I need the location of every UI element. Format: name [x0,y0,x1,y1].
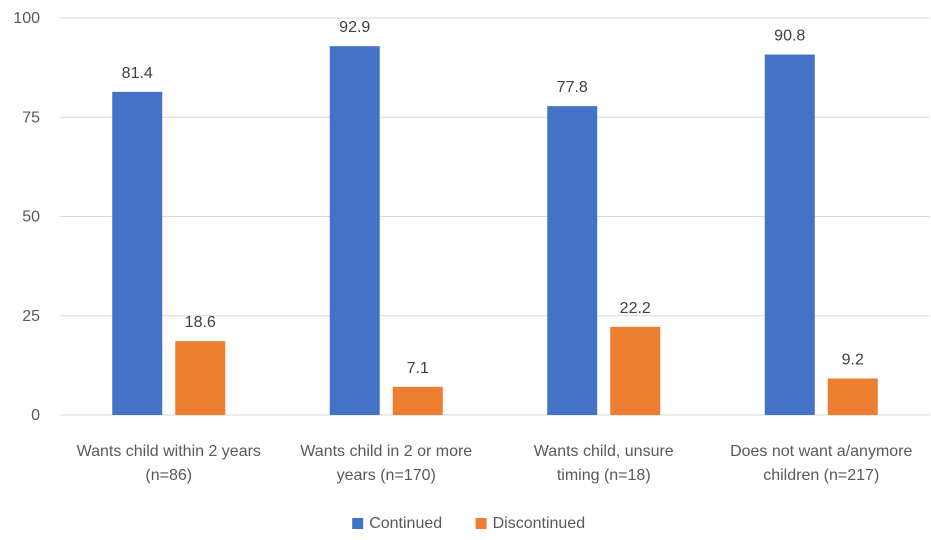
data-labels: 81.4 18.6 92.9 7.1 77.8 22.2 90.8 9.2 [122,19,864,377]
category-label-line: years (n=170) [337,467,436,484]
data-label-discontinued-2: 22.2 [620,300,651,317]
category-label-0: Wants child within 2 years (n=86) [77,443,261,484]
category-label-1: Wants child in 2 or more years (n=170) [300,443,472,484]
data-label-continued-0: 81.4 [122,65,153,82]
bar-discontinued-1 [392,386,443,415]
y-tick-label-50: 50 [22,209,40,226]
y-tick-label-100: 100 [13,10,40,27]
bar-discontinued-2 [610,326,661,415]
bars [112,46,878,416]
category-label-2: Wants child, unsure timing (n=18) [534,443,674,484]
data-label-continued-3: 90.8 [774,28,805,45]
bar-discontinued-3 [827,378,878,415]
legend-label-continued: Continued [369,515,442,532]
bar-continued-3 [764,54,815,416]
bar-continued-2 [547,106,598,415]
category-label-line: Wants child, unsure [534,443,674,460]
category-label-line: timing (n=18) [557,467,651,484]
category-label-line: Does not want a/anymore [730,443,912,460]
category-label-3: Does not want a/anymore children (n=217) [730,443,912,484]
data-label-continued-2: 77.8 [557,79,588,96]
bar-continued-1 [329,46,380,415]
data-label-continued-1: 92.9 [339,19,370,36]
legend-swatch-discontinued [475,518,487,529]
data-label-discontinued-0: 18.6 [185,314,216,331]
legend-swatch-continued [352,518,364,529]
y-axis-tick-labels: 0 25 50 75 100 [13,10,40,424]
category-label-line: Wants child in 2 or more [300,443,472,460]
category-label-line: (n=86) [145,467,192,484]
legend: Continued Discontinued [352,515,585,532]
data-label-discontinued-1: 7.1 [407,360,429,377]
y-tick-label-25: 25 [22,308,40,325]
bar-continued-0 [112,91,163,415]
data-label-discontinued-3: 9.2 [842,351,864,368]
x-axis-category-labels: Wants child within 2 years (n=86)Wants ch… [77,443,913,484]
legend-label-discontinued: Discontinued [493,515,585,532]
y-tick-label-75: 75 [22,109,40,126]
y-tick-label-0: 0 [31,407,40,424]
category-label-line: children (n=217) [763,467,879,484]
category-label-line: Wants child within 2 years [77,443,261,460]
bar-discontinued-0 [175,341,226,415]
